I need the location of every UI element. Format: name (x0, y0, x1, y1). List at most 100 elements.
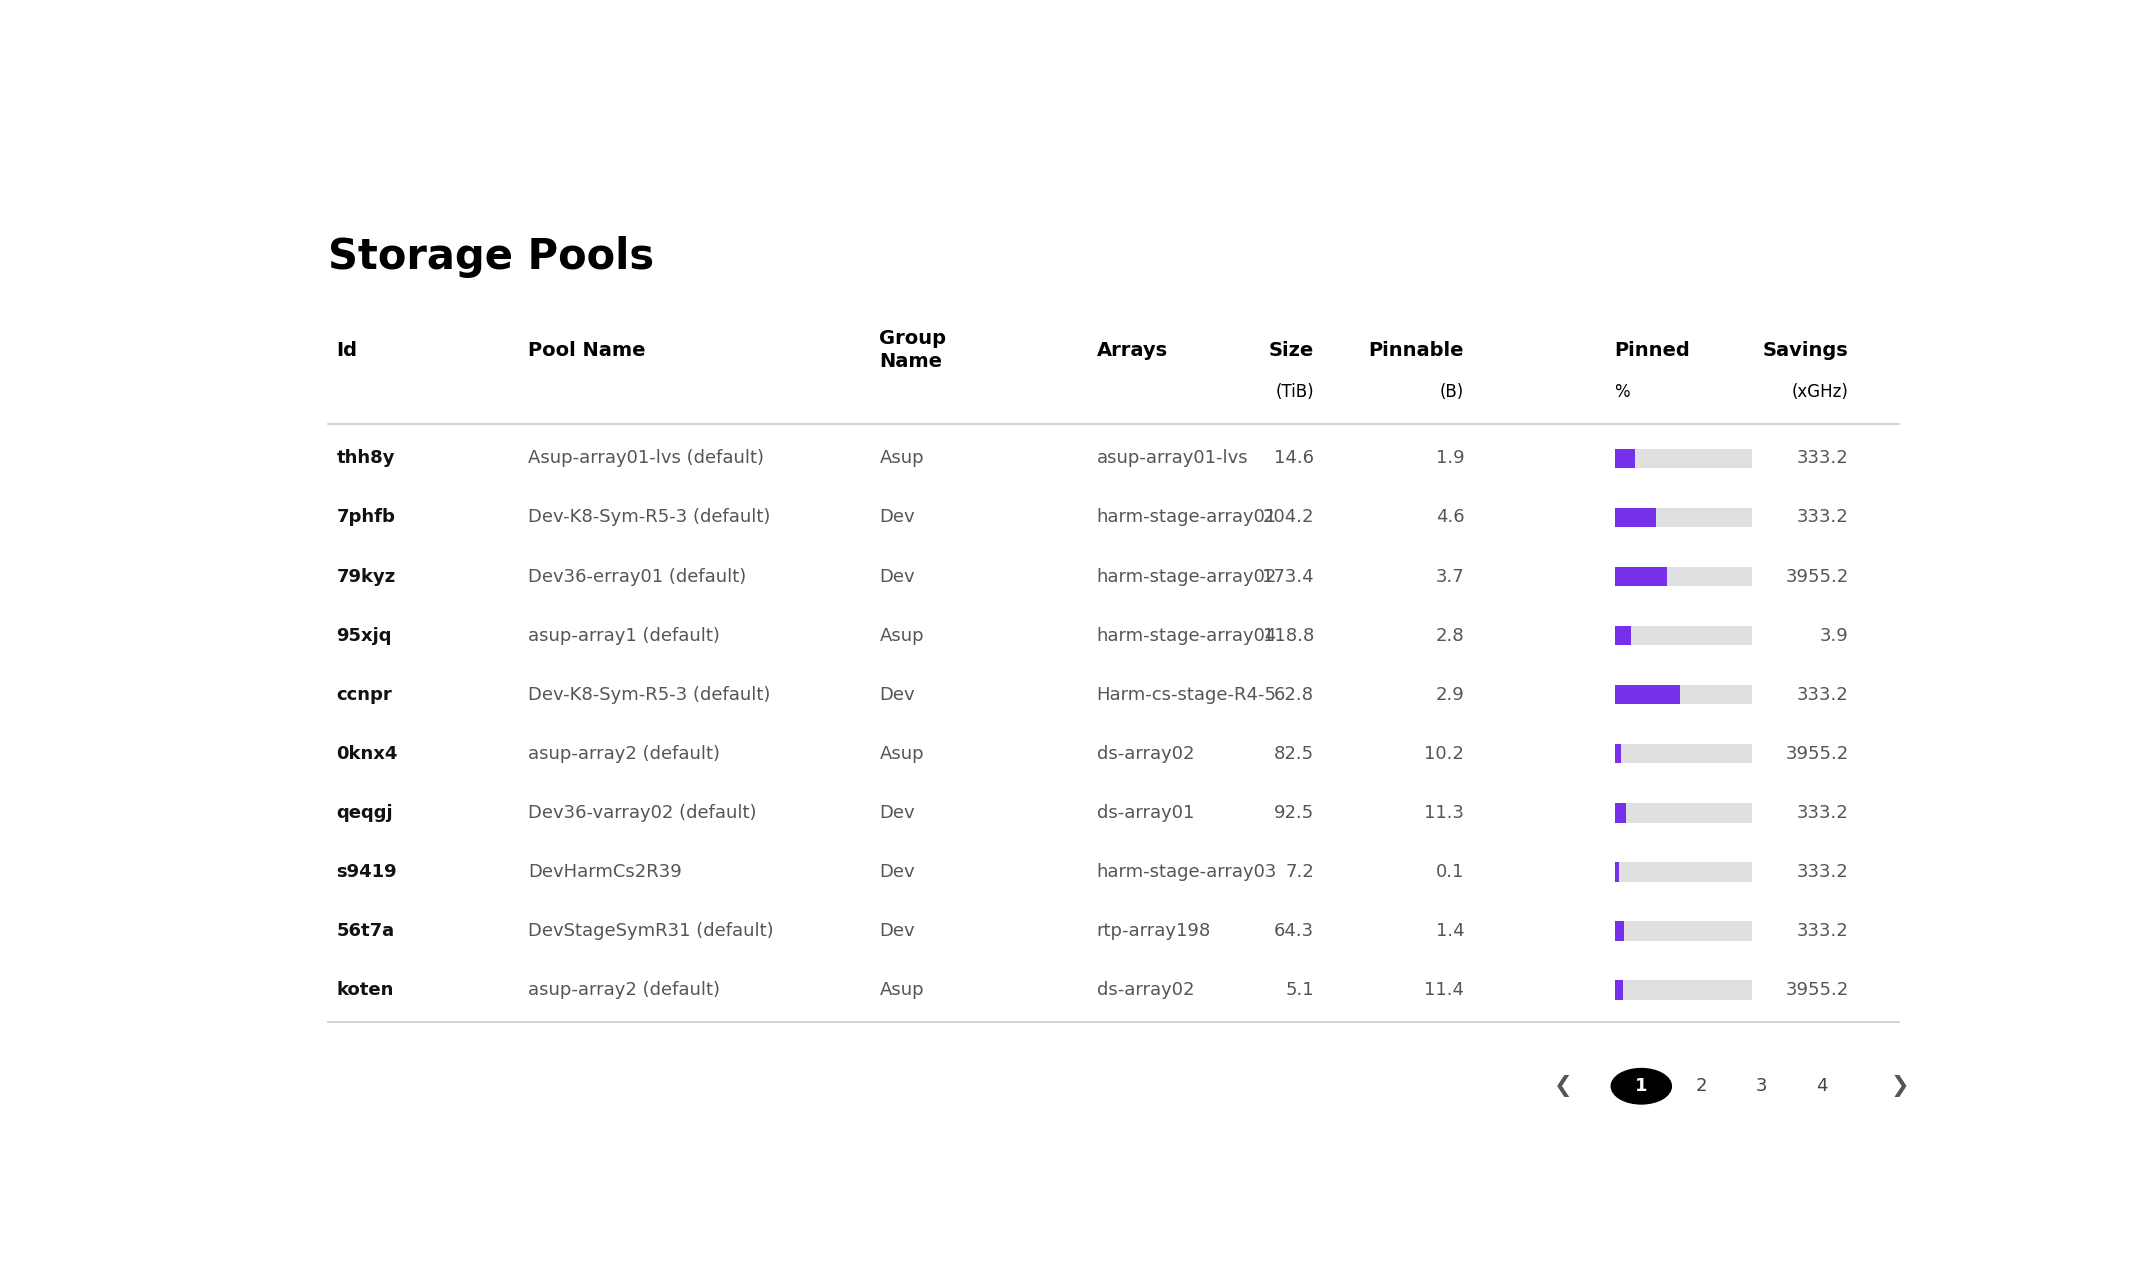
Text: Id: Id (336, 341, 358, 359)
Bar (1615, 803, 1751, 823)
Text: Asup: Asup (880, 980, 925, 999)
Text: Dev36-varray02 (default): Dev36-varray02 (default) (528, 804, 757, 822)
Text: 173.4: 173.4 (1261, 567, 1313, 585)
Text: 0knx4: 0knx4 (336, 745, 397, 763)
Text: 3955.2: 3955.2 (1785, 980, 1848, 999)
Text: Asup: Asup (880, 745, 925, 763)
Bar (1615, 744, 1621, 763)
Text: asup-array01-lvs: asup-array01-lvs (1097, 450, 1248, 468)
Text: 92.5: 92.5 (1274, 804, 1313, 822)
Text: Dev-K8-Sym-R5-3 (default): Dev-K8-Sym-R5-3 (default) (528, 685, 772, 704)
Text: 7.2: 7.2 (1285, 863, 1313, 881)
Text: harm-stage-array04: harm-stage-array04 (1097, 626, 1276, 644)
Bar (1615, 861, 1751, 882)
Bar (1615, 566, 1751, 587)
Text: Pool Name: Pool Name (528, 341, 647, 359)
Text: 4.6: 4.6 (1436, 509, 1464, 527)
Text: 82.5: 82.5 (1274, 745, 1313, 763)
Text: 2.8: 2.8 (1436, 626, 1464, 644)
Circle shape (1611, 1068, 1671, 1104)
Text: 7phfb: 7phfb (336, 509, 395, 527)
Bar (1615, 980, 1751, 999)
Text: Group
Name: Group Name (880, 330, 946, 371)
Bar (1615, 861, 1619, 882)
Text: Storage Pools: Storage Pools (328, 235, 653, 277)
Text: 3.9: 3.9 (1820, 626, 1848, 644)
Bar (1615, 803, 1626, 823)
Text: Dev: Dev (880, 804, 914, 822)
Bar (1615, 566, 1667, 587)
Text: rtp-array198: rtp-array198 (1097, 921, 1212, 939)
Text: (TiB): (TiB) (1274, 382, 1313, 400)
Text: %: % (1615, 382, 1630, 400)
Text: Savings: Savings (1764, 341, 1848, 359)
Text: 64.3: 64.3 (1274, 921, 1313, 939)
Bar (1615, 980, 1623, 999)
Text: ds-array01: ds-array01 (1097, 804, 1194, 822)
Text: s9419: s9419 (336, 863, 397, 881)
Text: 79kyz: 79kyz (336, 567, 395, 585)
Text: asup-array2 (default): asup-array2 (default) (528, 745, 720, 763)
Text: 4: 4 (1815, 1077, 1828, 1095)
Text: 95xjq: 95xjq (336, 626, 392, 644)
Text: harm-stage-array03: harm-stage-array03 (1097, 863, 1276, 881)
Bar (1615, 685, 1751, 704)
Text: Dev36-erray01 (default): Dev36-erray01 (default) (528, 567, 746, 585)
Text: 333.2: 333.2 (1796, 685, 1848, 704)
Text: Asup: Asup (880, 450, 925, 468)
Text: 11.3: 11.3 (1425, 804, 1464, 822)
Text: (xGHz): (xGHz) (1792, 382, 1848, 400)
Text: Asup-array01-lvs (default): Asup-array01-lvs (default) (528, 450, 765, 468)
Bar (1615, 685, 1680, 704)
Bar (1615, 626, 1751, 645)
Text: 2: 2 (1697, 1077, 1708, 1095)
Bar (1615, 921, 1751, 941)
Text: 1.9: 1.9 (1436, 450, 1464, 468)
Text: harm-stage-array01: harm-stage-array01 (1097, 509, 1276, 527)
Text: 1.4: 1.4 (1436, 921, 1464, 939)
Text: thh8y: thh8y (336, 450, 395, 468)
Text: 118.8: 118.8 (1263, 626, 1313, 644)
Text: 204.2: 204.2 (1261, 509, 1313, 527)
Text: Dev: Dev (880, 685, 914, 704)
Text: Arrays: Arrays (1097, 341, 1169, 359)
Text: 56t7a: 56t7a (336, 921, 395, 939)
Text: 333.2: 333.2 (1796, 450, 1848, 468)
Text: asup-array2 (default): asup-array2 (default) (528, 980, 720, 999)
Text: ds-array02: ds-array02 (1097, 980, 1194, 999)
Text: Harm-cs-stage-R4-5: Harm-cs-stage-R4-5 (1097, 685, 1276, 704)
Text: 62.8: 62.8 (1274, 685, 1313, 704)
Text: Pinnable: Pinnable (1369, 341, 1464, 359)
Text: 333.2: 333.2 (1796, 804, 1848, 822)
Text: 333.2: 333.2 (1796, 921, 1848, 939)
Text: Pinned: Pinned (1615, 341, 1690, 359)
Text: 2.9: 2.9 (1436, 685, 1464, 704)
Text: Dev: Dev (880, 567, 914, 585)
Text: koten: koten (336, 980, 395, 999)
Text: ❯: ❯ (1891, 1075, 1910, 1098)
Text: DevHarmCs2R39: DevHarmCs2R39 (528, 863, 681, 881)
Bar (1615, 744, 1751, 763)
Bar (1615, 449, 1634, 468)
Text: 3955.2: 3955.2 (1785, 567, 1848, 585)
Text: 333.2: 333.2 (1796, 509, 1848, 527)
Text: qeqgj: qeqgj (336, 804, 392, 822)
Bar (1615, 626, 1632, 645)
Text: harm-stage-array02: harm-stage-array02 (1097, 567, 1276, 585)
Text: ❮: ❮ (1554, 1075, 1572, 1098)
Text: Dev: Dev (880, 863, 914, 881)
Text: 0.1: 0.1 (1436, 863, 1464, 881)
Text: 5.1: 5.1 (1285, 980, 1313, 999)
Text: ccnpr: ccnpr (336, 685, 392, 704)
Text: Dev: Dev (880, 509, 914, 527)
Text: 333.2: 333.2 (1796, 863, 1848, 881)
Text: Asup: Asup (880, 626, 925, 644)
Text: Size: Size (1268, 341, 1313, 359)
Text: 14.6: 14.6 (1274, 450, 1313, 468)
Bar (1615, 449, 1751, 468)
Text: 11.4: 11.4 (1425, 980, 1464, 999)
Text: (B): (B) (1440, 382, 1464, 400)
Text: Dev-K8-Sym-R5-3 (default): Dev-K8-Sym-R5-3 (default) (528, 509, 772, 527)
Bar (1615, 921, 1623, 941)
Text: 10.2: 10.2 (1425, 745, 1464, 763)
